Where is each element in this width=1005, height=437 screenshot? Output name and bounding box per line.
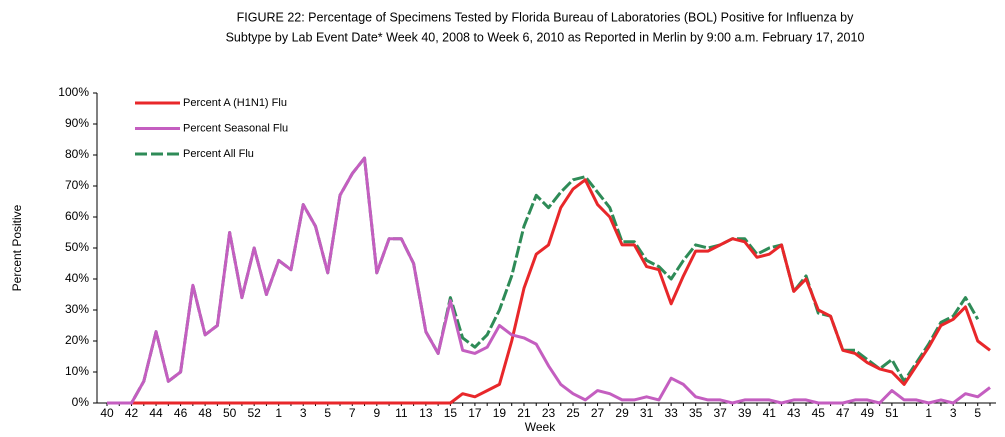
series-line — [107, 156, 991, 405]
x-tick-label: 46 — [174, 406, 188, 420]
x-tick-label: 7 — [349, 406, 356, 420]
x-tick-label: 11 — [395, 406, 408, 420]
y-tick-label: 0% — [72, 395, 90, 409]
x-tick-label: 33 — [664, 406, 678, 420]
x-tick-label: 47 — [836, 406, 850, 420]
x-tick-label: 21 — [517, 406, 531, 420]
y-axis-label: Percent Positive — [10, 204, 24, 291]
x-tick-label: 29 — [615, 406, 629, 420]
x-tick-label: 9 — [373, 406, 380, 420]
x-tick-label: 49 — [861, 406, 875, 420]
x-tick-label: 39 — [738, 406, 752, 420]
y-tick-label: 50% — [65, 240, 89, 254]
y-tick-label: 100% — [58, 85, 89, 99]
x-tick-label: 44 — [149, 406, 163, 420]
x-tick-label: 5 — [974, 406, 981, 420]
x-tick-label: 27 — [591, 406, 605, 420]
x-axis-label: Week — [525, 420, 556, 434]
x-tick-label: 25 — [566, 406, 580, 420]
x-tick-label: 48 — [198, 406, 212, 420]
y-tick-label: 80% — [65, 147, 89, 161]
x-tick-label: 23 — [542, 406, 556, 420]
x-tick-label: 52 — [247, 406, 261, 420]
series-line — [107, 178, 991, 405]
y-tick-label: 30% — [65, 302, 89, 316]
y-tick-label: 10% — [65, 364, 89, 378]
x-tick-label: 13 — [419, 406, 433, 420]
x-tick-label: 43 — [787, 406, 801, 420]
x-tick-label: 45 — [812, 406, 826, 420]
x-tick-label: 41 — [763, 406, 777, 420]
x-tick-label: 42 — [125, 406, 139, 420]
x-tick-label: 1 — [925, 406, 932, 420]
y-tick-label: 70% — [65, 178, 89, 192]
y-tick-label: 60% — [65, 209, 89, 223]
x-tick-label: 35 — [689, 406, 703, 420]
x-tick-label: 37 — [714, 406, 728, 420]
chart-title: FIGURE 22: Percentage of Specimens Teste… — [237, 10, 854, 24]
x-tick-label: 3 — [950, 406, 957, 420]
x-tick-label: 19 — [493, 406, 507, 420]
x-tick-label: 31 — [640, 406, 654, 420]
x-tick-label: 17 — [468, 406, 482, 420]
x-tick-label: 1 — [275, 406, 282, 420]
x-tick-label: 50 — [223, 406, 237, 420]
y-tick-label: 40% — [65, 271, 89, 285]
x-tick-label: 40 — [100, 406, 114, 420]
x-tick-label: 51 — [885, 406, 899, 420]
x-tick-label: 5 — [324, 406, 331, 420]
legend-label: Percent All Flu — [183, 148, 254, 160]
chart-subtitle: Subtype by Lab Event Date* Week 40, 2008… — [226, 30, 865, 44]
legend-label: Percent Seasonal Flu — [183, 122, 288, 134]
x-tick-label: 15 — [444, 406, 458, 420]
legend-label: Percent A (H1N1) Flu — [183, 97, 287, 109]
x-tick-label: 3 — [300, 406, 307, 420]
y-tick-label: 90% — [65, 116, 89, 130]
y-tick-label: 20% — [65, 333, 89, 347]
